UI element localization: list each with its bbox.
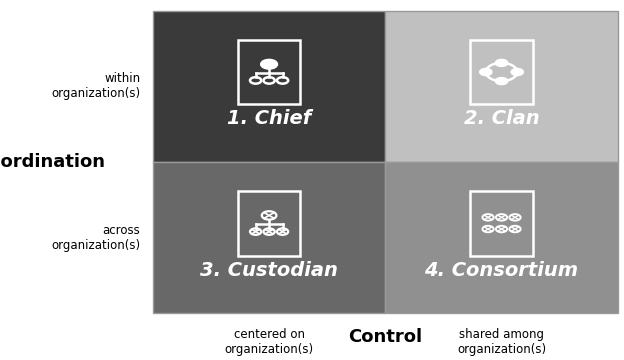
Text: across
organization(s): across organization(s) bbox=[51, 224, 140, 252]
Text: 1. Chief: 1. Chief bbox=[227, 109, 311, 128]
Circle shape bbox=[495, 77, 508, 85]
Bar bbox=[385, 11, 618, 162]
Text: Control: Control bbox=[348, 328, 422, 346]
Circle shape bbox=[511, 68, 524, 76]
Text: Coordination: Coordination bbox=[0, 153, 105, 171]
Text: 2. Clan: 2. Clan bbox=[464, 109, 539, 128]
Bar bbox=[153, 11, 385, 162]
Bar bbox=[470, 191, 533, 256]
Text: within
organization(s): within organization(s) bbox=[51, 72, 140, 100]
Circle shape bbox=[495, 59, 508, 67]
Text: 3. Custodian: 3. Custodian bbox=[200, 261, 338, 279]
Circle shape bbox=[480, 68, 492, 76]
Text: shared among
organization(s): shared among organization(s) bbox=[457, 328, 546, 356]
Bar bbox=[238, 191, 300, 256]
Text: centered on
organization(s): centered on organization(s) bbox=[225, 328, 314, 356]
Bar bbox=[238, 40, 300, 104]
Bar bbox=[385, 162, 618, 313]
Bar bbox=[153, 162, 385, 313]
Bar bbox=[470, 40, 533, 104]
Circle shape bbox=[261, 59, 278, 69]
Text: 4. Consortium: 4. Consortium bbox=[424, 261, 578, 279]
